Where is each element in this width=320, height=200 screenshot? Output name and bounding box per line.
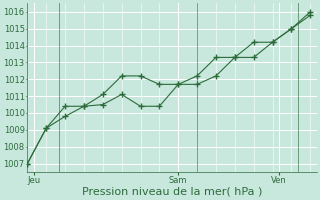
X-axis label: Pression niveau de la mer( hPa ): Pression niveau de la mer( hPa ) bbox=[82, 187, 262, 197]
